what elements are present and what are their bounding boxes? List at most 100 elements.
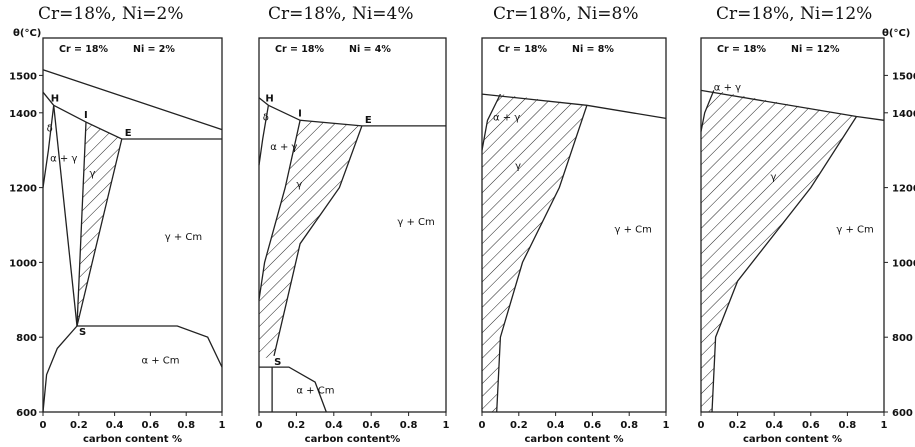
x-axis-label: carbon content % <box>83 434 182 445</box>
region-label: γ <box>296 180 302 191</box>
region-label: δ <box>47 124 53 135</box>
panel-header-ni: Ni = 2% <box>133 44 175 55</box>
x-tick-label: 0.2 <box>70 420 88 431</box>
phase-boundary-4 <box>42 105 55 188</box>
phase-boundary-2 <box>42 91 55 106</box>
panel-header-ni: Ni = 8% <box>572 44 614 55</box>
x-axis-label: carbon content% <box>305 434 401 445</box>
y-tick-label: 1200 <box>9 184 37 195</box>
x-tick-label: 0.4 <box>325 420 343 431</box>
x-tick-label: 0.2 <box>288 420 306 431</box>
gamma-hatched-region <box>482 94 587 412</box>
panel-2: Cr = 18% Ni = 4% 0 0.2 0.4 0.6 0.8 1 carbon cont… <box>256 37 450 445</box>
y-tick-label: 1500 <box>9 71 37 82</box>
phase-boundary-3 <box>711 116 858 413</box>
phase-boundary-6 <box>259 366 327 413</box>
x-tick-label: 0 <box>479 420 486 431</box>
point-label-s: S <box>79 327 86 338</box>
point-label-e: E <box>125 128 132 139</box>
region-label: γ <box>771 172 777 183</box>
point-label-h: H <box>265 93 273 104</box>
plot-frame <box>42 37 223 413</box>
phase-boundary-2 <box>481 93 501 151</box>
y-tick-label: 800 <box>16 333 37 344</box>
x-tick-label: 0.8 <box>177 420 195 431</box>
x-tick-label: 0.6 <box>362 420 380 431</box>
phase-boundary-1 <box>42 69 223 131</box>
panel-header-ni: Ni = 12% <box>791 44 840 55</box>
region-label: α + γ <box>714 82 741 93</box>
panel-header-cr: Cr = 18% <box>275 44 324 55</box>
point-label-s: S <box>274 357 281 368</box>
caption-ni-8: Cr=18%, Ni=8% <box>493 4 639 24</box>
region-label: γ <box>90 168 96 179</box>
caption-ni-12: Cr=18%, Ni=12% <box>716 4 873 24</box>
region-label: α + γ <box>493 112 520 123</box>
point-label-h: H <box>51 93 59 104</box>
x-tick-label: 0.4 <box>106 420 124 431</box>
plot-frame <box>481 37 667 413</box>
region-label: α + γ <box>270 142 297 153</box>
y-tick-label: 1400 <box>892 109 915 120</box>
point-label-e: E <box>365 115 372 126</box>
y-axis-label: θ(°C) <box>882 28 910 39</box>
region-label: α + γ <box>50 153 77 164</box>
x-tick-label: 0 <box>256 420 263 431</box>
panel-header-ni: Ni = 4% <box>349 44 391 55</box>
x-tick-label: 0.6 <box>142 420 160 431</box>
panel-1: Cr = 18% Ni = 2% 0 0.2 0.4 0.6 0.8 1 carbon cont… <box>9 28 225 445</box>
region-label: δ <box>263 112 269 123</box>
x-tick-label: 0 <box>40 420 47 431</box>
panel-header-cr: Cr = 18% <box>717 44 766 55</box>
phase-boundary-7 <box>76 138 123 327</box>
region-label: α + Cm <box>296 385 334 396</box>
phase-boundary-9 <box>42 325 78 413</box>
x-tick-label: 0.2 <box>729 420 747 431</box>
region-label: γ + Cm <box>614 224 651 235</box>
x-tick-label: 0.8 <box>620 420 638 431</box>
phase-boundary-2 <box>700 90 715 132</box>
phase-boundary-1 <box>258 97 269 106</box>
phase-boundary-3 <box>496 105 588 413</box>
panel-4: Cr = 18% Ni = 12% 0 0.2 0.4 0.6 0.8 1 carbon con… <box>698 28 915 445</box>
x-tick-label: 0.8 <box>839 420 857 431</box>
plot-frame <box>258 37 447 413</box>
phase-boundary-5 <box>273 125 363 357</box>
phase-boundary-3 <box>53 104 222 140</box>
phase-boundary-6 <box>76 122 87 327</box>
gamma-hatched-region <box>701 90 857 413</box>
panel-header-cr: Cr = 18% <box>498 44 547 55</box>
y-tick-label: 1400 <box>9 109 37 120</box>
x-tick-label: 0.6 <box>584 420 602 431</box>
panel-header-cr: Cr = 18% <box>59 44 108 55</box>
region-label: γ <box>515 161 521 172</box>
y-axis-label: θ(°C) <box>13 28 41 39</box>
y-tick-label: 600 <box>892 408 913 419</box>
y-tick-label: 1500 <box>892 71 915 82</box>
phase-boundary-3 <box>258 105 270 166</box>
phase-boundary-5 <box>53 105 78 327</box>
point-label-i: I <box>84 110 88 121</box>
x-tick-label: 1 <box>663 420 670 431</box>
point-label-i: I <box>298 108 302 119</box>
region-label: γ + Cm <box>397 217 434 228</box>
x-tick-label: 1 <box>443 420 450 431</box>
y-tick-label: 1200 <box>892 184 915 195</box>
gamma-hatched-region <box>77 122 122 326</box>
x-tick-label: 1 <box>219 420 226 431</box>
x-tick-label: 0.4 <box>765 420 783 431</box>
x-tick-label: 0.4 <box>547 420 565 431</box>
region-label: γ + Cm <box>836 224 873 235</box>
x-tick-label: 0.6 <box>802 420 820 431</box>
y-tick-label: 600 <box>16 408 37 419</box>
y-tick-label: 1000 <box>9 258 37 269</box>
y-tick-label: 1000 <box>892 258 915 269</box>
plot-frame <box>700 37 885 413</box>
x-axis-label: carbon content % <box>743 434 842 445</box>
y-tick-label: 800 <box>892 333 913 344</box>
x-tick-label: 1 <box>881 420 888 431</box>
phase-boundary-4 <box>258 120 301 300</box>
caption-ni-4: Cr=18%, Ni=4% <box>268 4 414 24</box>
x-axis-label: carbon content % <box>524 434 623 445</box>
